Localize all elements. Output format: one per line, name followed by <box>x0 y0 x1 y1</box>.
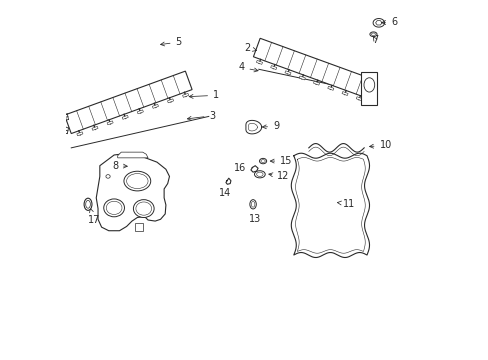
Ellipse shape <box>106 175 110 178</box>
Ellipse shape <box>133 200 154 217</box>
Text: 15: 15 <box>270 156 292 166</box>
Text: 3: 3 <box>187 111 215 121</box>
Ellipse shape <box>363 78 374 92</box>
Polygon shape <box>92 126 98 130</box>
Ellipse shape <box>256 172 263 176</box>
Ellipse shape <box>123 171 150 191</box>
Polygon shape <box>24 83 62 108</box>
Polygon shape <box>182 93 188 97</box>
Ellipse shape <box>106 201 122 215</box>
Polygon shape <box>64 71 192 134</box>
Polygon shape <box>313 81 319 85</box>
Text: 13: 13 <box>248 214 261 224</box>
Text: 10: 10 <box>369 140 391 150</box>
Polygon shape <box>285 71 290 75</box>
Polygon shape <box>361 72 377 105</box>
Text: 2: 2 <box>244 43 256 53</box>
Text: 11: 11 <box>337 199 355 209</box>
Text: 9: 9 <box>262 121 279 131</box>
Text: 14: 14 <box>218 188 230 198</box>
Polygon shape <box>122 115 128 119</box>
Text: 7: 7 <box>371 35 378 45</box>
Polygon shape <box>253 38 373 98</box>
Polygon shape <box>256 60 262 64</box>
Text: 8: 8 <box>112 161 127 171</box>
Polygon shape <box>135 223 143 231</box>
Ellipse shape <box>85 201 90 208</box>
Ellipse shape <box>259 158 266 164</box>
Ellipse shape <box>249 200 256 209</box>
Polygon shape <box>96 153 169 231</box>
Polygon shape <box>118 152 148 158</box>
Text: 16: 16 <box>233 163 245 173</box>
Polygon shape <box>107 121 113 125</box>
Ellipse shape <box>251 202 254 207</box>
Text: 5: 5 <box>160 37 182 47</box>
Ellipse shape <box>369 32 376 37</box>
Ellipse shape <box>126 174 148 189</box>
Polygon shape <box>299 76 305 80</box>
Text: 17: 17 <box>88 208 100 225</box>
Polygon shape <box>327 86 333 90</box>
Ellipse shape <box>254 171 264 178</box>
Text: 1: 1 <box>189 90 219 100</box>
Polygon shape <box>356 97 362 101</box>
Ellipse shape <box>103 199 124 217</box>
Polygon shape <box>270 66 276 69</box>
Text: 6: 6 <box>381 17 396 27</box>
Polygon shape <box>152 104 158 108</box>
Ellipse shape <box>371 33 375 36</box>
Ellipse shape <box>84 198 92 210</box>
Polygon shape <box>167 99 173 103</box>
Polygon shape <box>137 110 143 114</box>
Ellipse shape <box>136 202 151 215</box>
Text: 4: 4 <box>238 63 258 72</box>
Polygon shape <box>77 132 83 136</box>
Polygon shape <box>341 91 347 95</box>
Ellipse shape <box>261 159 264 162</box>
Text: 12: 12 <box>268 171 289 181</box>
